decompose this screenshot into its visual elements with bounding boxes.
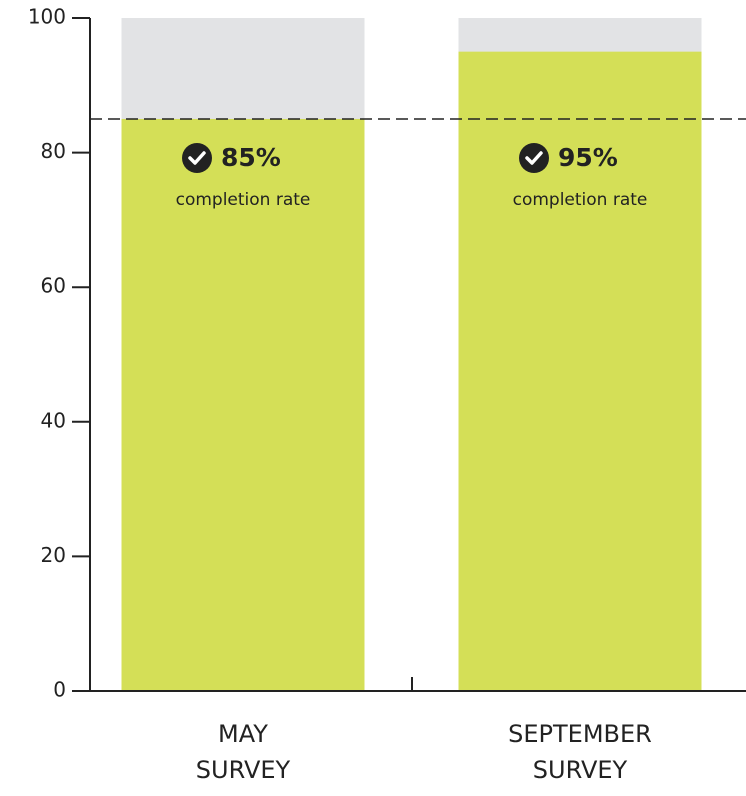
y-tick-label: 0 — [53, 678, 66, 702]
y-tick-label: 60 — [41, 274, 66, 298]
bar — [458, 51, 702, 691]
check-icon — [182, 143, 212, 173]
bar-note: completion rate — [176, 190, 311, 210]
x-tick-label: SEPTEMBER SURVEY — [508, 720, 652, 784]
check-circle — [182, 143, 212, 173]
bar-note: completion rate — [513, 190, 648, 210]
y-tick-label: 100 — [28, 5, 66, 29]
value-label: 85% — [221, 143, 281, 172]
check-mark — [525, 151, 543, 165]
bar — [121, 118, 365, 691]
value-label: 95% — [558, 143, 618, 172]
check-icon — [519, 143, 549, 173]
x-tick-label: MAY SURVEY — [195, 720, 291, 784]
check-mark — [188, 151, 206, 165]
y-tick-label: 20 — [41, 543, 66, 567]
y-tick-label: 80 — [41, 139, 66, 163]
y-tick-label: 40 — [41, 408, 66, 432]
check-circle — [519, 143, 549, 173]
